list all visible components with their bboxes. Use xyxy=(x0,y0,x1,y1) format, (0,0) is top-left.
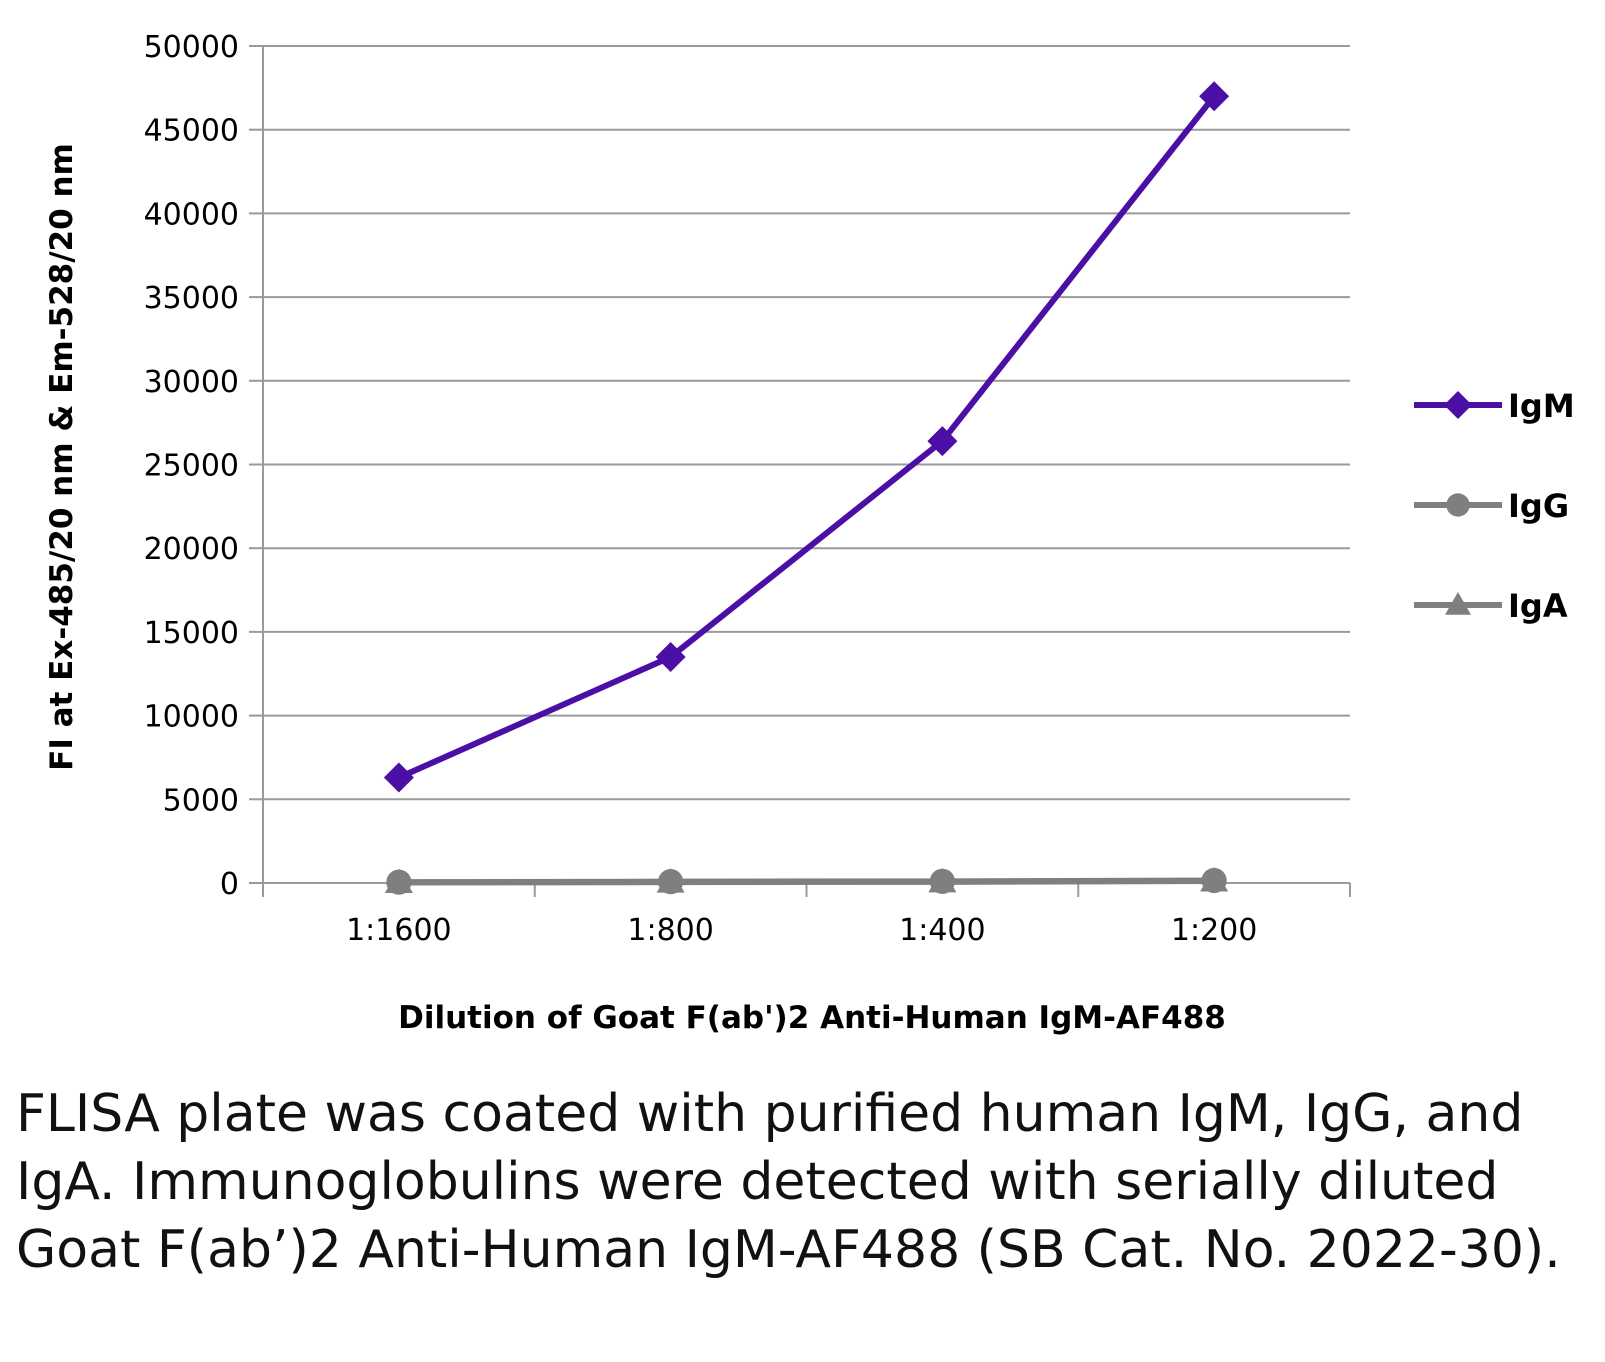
legend-item-igm: IgM xyxy=(1414,387,1575,425)
y-tick-label: 40000 xyxy=(144,197,239,232)
y-tick-label: 35000 xyxy=(144,281,239,316)
series-igg xyxy=(386,867,1227,895)
legend-label: IgM xyxy=(1508,387,1575,425)
data-point xyxy=(927,426,958,457)
legend-marker xyxy=(1445,592,1471,615)
x-tick-labels: 1:1600 1:800 1:400 1:200 xyxy=(346,913,1257,948)
series-lines xyxy=(383,81,1230,895)
y-axis-title: FI at Ex-485/20 nm & Em-528/20 nm xyxy=(44,143,80,771)
data-point xyxy=(658,869,684,895)
y-tick-label: 15000 xyxy=(144,616,239,651)
series-line xyxy=(398,877,1215,886)
legend-label: IgG xyxy=(1508,487,1569,525)
data-point xyxy=(655,642,686,673)
y-tick-label: 50000 xyxy=(144,30,239,65)
data-point xyxy=(1201,867,1227,894)
y-tick-label: 20000 xyxy=(144,532,239,567)
y-tick-label: 5000 xyxy=(163,783,239,818)
x-tick-label: 1:800 xyxy=(627,913,713,948)
x-tick-label: 1:400 xyxy=(899,913,985,948)
series-line xyxy=(397,94,1217,781)
chart: 0 5000 10000 15000 20000 25000 30000 35000 40000… xyxy=(44,30,1575,1036)
legend-marker xyxy=(1446,493,1470,517)
gridlines xyxy=(263,45,1350,801)
y-tick-label: 10000 xyxy=(144,700,239,735)
legend: IgM IgG IgA xyxy=(1414,387,1575,625)
y-tick-label: 25000 xyxy=(144,449,239,484)
data-point xyxy=(383,762,414,793)
legend-item-igg: IgG xyxy=(1414,487,1569,525)
figure-caption: FLISA plate was coated with purified hum… xyxy=(16,1084,1561,1280)
legend-label: IgA xyxy=(1508,587,1568,625)
legend-item-iga: IgA xyxy=(1414,587,1568,625)
series-igm xyxy=(383,81,1230,793)
data-point xyxy=(386,869,412,895)
y-tick-label: 0 xyxy=(220,867,239,902)
data-point xyxy=(929,868,955,894)
x-axis-title: Dilution of Goat F(ab')2 Anti-Human IgM-… xyxy=(398,1000,1226,1036)
y-tick-labels: 0 5000 10000 15000 20000 25000 30000 35000 40000… xyxy=(144,30,239,902)
data-point xyxy=(1199,81,1230,112)
y-tick-label: 45000 xyxy=(144,114,239,149)
y-tick-label: 30000 xyxy=(144,365,239,400)
x-tick-label: 1:200 xyxy=(1171,913,1257,948)
legend-marker xyxy=(1444,391,1472,419)
x-tick-label: 1:1600 xyxy=(346,913,452,948)
